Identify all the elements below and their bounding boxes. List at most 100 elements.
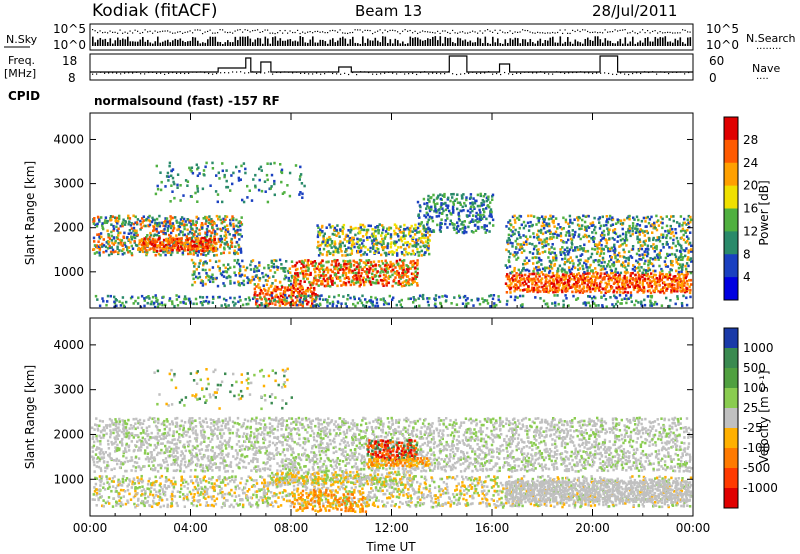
nave-point — [560, 71, 562, 74]
echo-cell — [513, 269, 516, 273]
echo-cell — [185, 223, 188, 227]
echo-cell — [458, 294, 461, 298]
echo-cell — [532, 232, 535, 235]
echo-cell — [573, 276, 576, 280]
sky-noise-bar — [629, 41, 632, 46]
echo-cell — [315, 282, 318, 286]
echo-cell — [118, 238, 122, 242]
search-noise-point — [672, 32, 674, 34]
echo-cell — [319, 228, 322, 232]
echo-cell — [669, 228, 672, 231]
echo-cell — [372, 245, 375, 248]
echo-cell — [401, 276, 405, 279]
search-noise-point — [504, 32, 506, 34]
echo-cell — [568, 234, 571, 237]
echo-cell — [400, 259, 404, 263]
echo-cell — [238, 282, 241, 285]
echo-cell — [215, 253, 218, 257]
echo-cell — [296, 278, 299, 282]
echo-cell — [313, 264, 316, 268]
echo-cell — [364, 245, 367, 249]
echo-cell — [387, 302, 390, 306]
echo-cell — [296, 267, 299, 271]
echo-cell — [170, 231, 173, 235]
echo-cell — [588, 295, 592, 298]
sky-noise-bar — [112, 43, 114, 46]
echo-cell — [491, 195, 494, 198]
search-noise-point — [464, 32, 466, 34]
echo-cell — [300, 182, 304, 185]
echo-cell — [396, 270, 399, 273]
echo-cell — [542, 290, 546, 293]
echo-cell — [333, 228, 336, 232]
nave-point — [572, 71, 574, 74]
echo-cell — [373, 251, 376, 254]
echo-cell — [239, 249, 243, 253]
echo-cell — [451, 222, 454, 225]
sky-noise-bar — [542, 43, 544, 46]
echo-cell — [268, 293, 272, 297]
echo-cell — [98, 220, 101, 223]
colorbar-tick-label: 12 — [743, 224, 758, 238]
echo-cell — [191, 246, 194, 250]
echo-cell — [384, 233, 388, 237]
echo-cell — [133, 233, 136, 236]
echo-cell — [223, 175, 226, 179]
echo-cell — [479, 211, 482, 214]
echo-cell — [535, 223, 538, 226]
echo-cell — [681, 282, 684, 286]
echo-cell — [207, 302, 210, 305]
echo-cell — [504, 264, 507, 267]
sky-noise-bar — [372, 40, 374, 46]
sky-noise-bar — [287, 39, 289, 46]
echo-cell — [511, 276, 514, 280]
echo-cell — [684, 231, 687, 234]
echo-cell — [320, 265, 324, 269]
sky-noise-bar — [164, 40, 167, 46]
echo-cell — [195, 240, 198, 243]
echo-cell — [435, 215, 438, 218]
echo-cell — [602, 252, 606, 255]
echo-cell — [219, 245, 222, 249]
echo-cell — [166, 220, 169, 223]
echo-cell — [548, 259, 552, 263]
echo-cell — [109, 217, 112, 220]
echo-cell — [579, 276, 583, 280]
echo-cell — [215, 232, 219, 236]
echo-cell — [434, 305, 438, 309]
echo-cell — [650, 304, 654, 307]
echo-cell — [232, 171, 235, 175]
echo-cell — [141, 221, 144, 224]
echo-cell — [154, 221, 157, 225]
echo-cell — [139, 219, 142, 223]
echo-cell — [491, 193, 495, 197]
search-noise-point — [317, 30, 319, 32]
sky-noise-bar — [354, 42, 357, 46]
echo-cell — [561, 246, 564, 249]
echo-cell — [347, 280, 350, 284]
echo-cell — [610, 286, 614, 289]
search-dots: ........ — [756, 41, 781, 52]
echo-cell — [621, 227, 624, 231]
echo-cell — [256, 299, 259, 303]
frequency-traces — [90, 55, 693, 76]
echo-cell — [376, 241, 380, 245]
echo-cell — [370, 239, 374, 242]
echo-cell — [680, 253, 683, 256]
echo-cell — [151, 216, 154, 220]
search-noise-point — [409, 29, 411, 32]
echo-cell — [105, 303, 108, 307]
echo-cell — [570, 277, 573, 281]
echo-cell — [546, 230, 549, 233]
echo-cell — [526, 237, 529, 241]
echo-cell — [515, 253, 518, 256]
echo-cell — [202, 240, 205, 243]
echo-cell — [621, 261, 625, 264]
echo-cell — [592, 272, 595, 275]
echo-cell — [448, 222, 452, 226]
echo-cell — [192, 302, 195, 306]
echo-cell — [307, 267, 310, 270]
echo-cell — [468, 221, 471, 224]
echo-cell — [683, 249, 687, 253]
echo-cell — [550, 246, 553, 249]
